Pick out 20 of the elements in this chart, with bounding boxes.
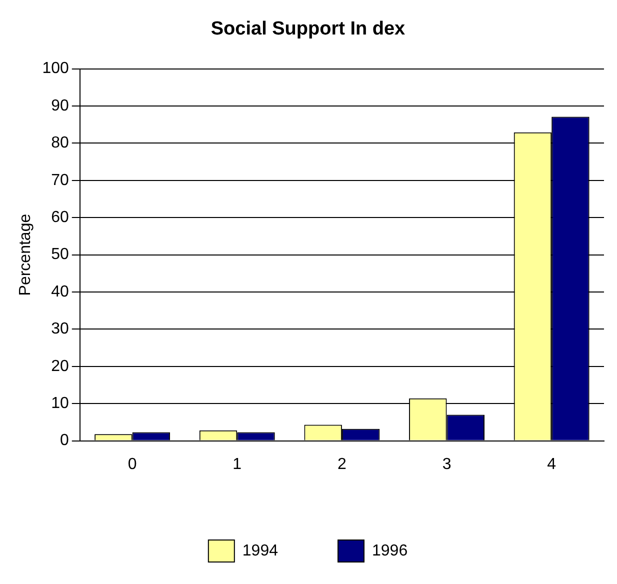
y-tick-label: 30 [51,320,69,338]
y-tick-label: 70 [51,172,69,189]
x-tick-label: 3 [442,456,452,473]
y-tick-label: 80 [51,134,69,152]
y-axis-title: Percentage [17,214,34,296]
x-tick-label: 0 [128,456,137,473]
legend-label: 1996 [372,542,408,560]
y-tick-label: 60 [51,209,69,226]
y-tick-label: 10 [51,395,69,412]
y-tick-label: 90 [51,97,69,114]
x-tick-label: 4 [547,456,556,473]
x-tick-label: 2 [337,456,346,473]
y-tick-label: 20 [51,358,69,375]
legend-label: 1994 [242,542,278,560]
y-tick-label: 40 [51,283,69,300]
y-tick-label: 0 [60,432,69,450]
x-tick-label: 1 [232,456,242,473]
y-tick-label: 50 [51,246,69,264]
y-tick-label: 100 [42,60,69,78]
chart-title: Social Support In dex [210,18,406,40]
